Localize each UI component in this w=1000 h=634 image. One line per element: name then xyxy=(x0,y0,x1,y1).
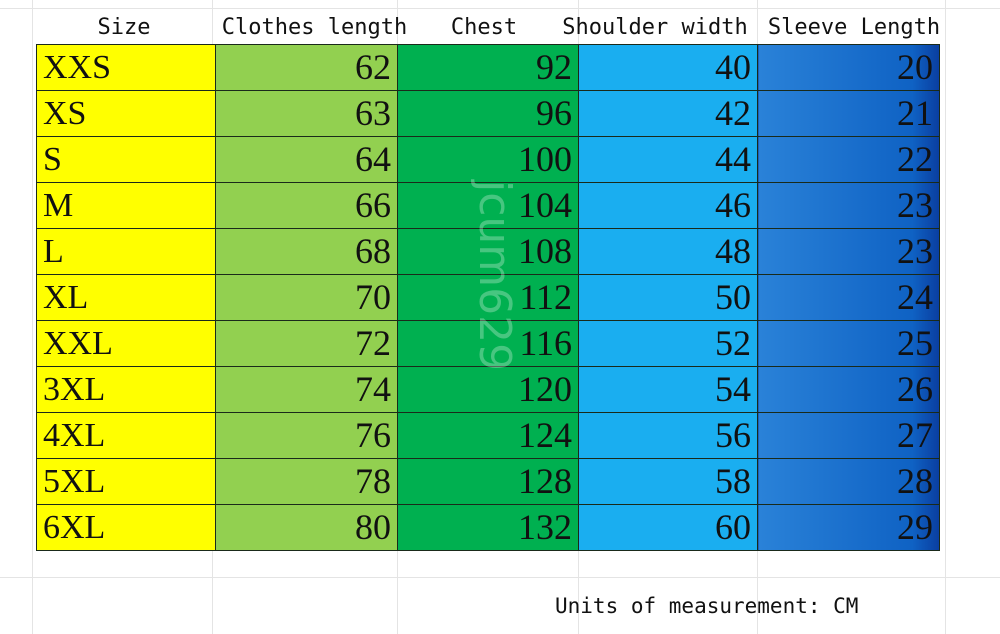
units-note: Units of measurement: CM xyxy=(555,594,859,618)
sleeve-length-cell: 23 xyxy=(757,228,940,275)
chest-cell: 116 xyxy=(397,320,579,367)
sleeve-length-cell: 22 xyxy=(757,136,940,183)
size-cell: XL xyxy=(36,274,216,321)
size-cell: XXL xyxy=(36,320,216,367)
shoulder-width-cell: 58 xyxy=(578,458,758,505)
clothes-length-cell: 62 xyxy=(215,44,398,91)
sheet-gridline xyxy=(945,0,946,634)
table-row: L 68 108 48 23 xyxy=(36,228,940,275)
sleeve-length-cell: 27 xyxy=(757,412,940,459)
size-cell: S xyxy=(36,136,216,183)
shoulder-width-cell: 50 xyxy=(578,274,758,321)
shoulder-width-cell: 56 xyxy=(578,412,758,459)
header-shoulder-width: Shoulder width xyxy=(562,15,748,40)
table-row: XXS 62 92 40 20 xyxy=(36,44,940,91)
table-row: 4XL 76 124 56 27 xyxy=(36,412,940,459)
chest-cell: 104 xyxy=(397,182,579,229)
sleeve-length-cell: 21 xyxy=(757,90,940,137)
sheet-gridline xyxy=(0,577,1000,578)
clothes-length-cell: 64 xyxy=(215,136,398,183)
shoulder-width-cell: 46 xyxy=(578,182,758,229)
sleeve-length-cell: 20 xyxy=(757,44,940,91)
shoulder-width-cell: 42 xyxy=(578,90,758,137)
sleeve-length-cell: 29 xyxy=(757,504,940,551)
sleeve-length-cell: 25 xyxy=(757,320,940,367)
clothes-length-cell: 80 xyxy=(215,504,398,551)
size-table: XXS 62 92 40 20 XS 63 96 42 21 S 64 100 44 22 M 66 104 46 2… xyxy=(36,44,940,551)
table-row: XS 63 96 42 21 xyxy=(36,90,940,137)
chest-cell: 92 xyxy=(397,44,579,91)
sleeve-length-cell: 26 xyxy=(757,366,940,413)
table-row: 3XL 74 120 54 26 xyxy=(36,366,940,413)
shoulder-width-cell: 52 xyxy=(578,320,758,367)
shoulder-width-cell: 44 xyxy=(578,136,758,183)
clothes-length-cell: 74 xyxy=(215,366,398,413)
chest-cell: 108 xyxy=(397,228,579,275)
header-size: Size xyxy=(97,15,151,40)
chest-cell: 112 xyxy=(397,274,579,321)
sheet-gridline xyxy=(32,0,33,634)
watermark: jcum629 xyxy=(469,180,520,372)
sleeve-length-cell: 23 xyxy=(757,182,940,229)
size-cell: XS xyxy=(36,90,216,137)
shoulder-width-cell: 40 xyxy=(578,44,758,91)
chest-cell: 124 xyxy=(397,412,579,459)
clothes-length-cell: 63 xyxy=(215,90,398,137)
size-cell: M xyxy=(36,182,216,229)
shoulder-width-cell: 48 xyxy=(578,228,758,275)
chest-cell: 120 xyxy=(397,366,579,413)
clothes-length-cell: 66 xyxy=(215,182,398,229)
size-cell: L xyxy=(36,228,216,275)
sheet-gridline xyxy=(0,8,1000,9)
sleeve-length-cell: 24 xyxy=(757,274,940,321)
chest-cell: 132 xyxy=(397,504,579,551)
size-cell: XXS xyxy=(36,44,216,91)
size-cell: 6XL xyxy=(36,504,216,551)
clothes-length-cell: 78 xyxy=(215,458,398,505)
table-row: S 64 100 44 22 xyxy=(36,136,940,183)
clothes-length-cell: 68 xyxy=(215,228,398,275)
chest-cell: 100 xyxy=(397,136,579,183)
header-chest: Chest xyxy=(450,15,518,40)
size-cell: 3XL xyxy=(36,366,216,413)
shoulder-width-cell: 60 xyxy=(578,504,758,551)
sleeve-length-cell: 28 xyxy=(757,458,940,505)
table-row: M 66 104 46 23 xyxy=(36,182,940,229)
table-row: 6XL 80 132 60 29 xyxy=(36,504,940,551)
header-clothes-length: Clothes length xyxy=(221,15,408,40)
chest-cell: 128 xyxy=(397,458,579,505)
clothes-length-cell: 76 xyxy=(215,412,398,459)
table-row: XXL 72 116 52 25 xyxy=(36,320,940,367)
size-cell: 5XL xyxy=(36,458,216,505)
chest-cell: 96 xyxy=(397,90,579,137)
header-sleeve-length: Sleeve Length xyxy=(767,15,941,40)
clothes-length-cell: 70 xyxy=(215,274,398,321)
table-row: 5XL 78 128 58 28 xyxy=(36,458,940,505)
clothes-length-cell: 72 xyxy=(215,320,398,367)
size-cell: 4XL xyxy=(36,412,216,459)
shoulder-width-cell: 54 xyxy=(578,366,758,413)
table-row: XL 70 112 50 24 xyxy=(36,274,940,321)
